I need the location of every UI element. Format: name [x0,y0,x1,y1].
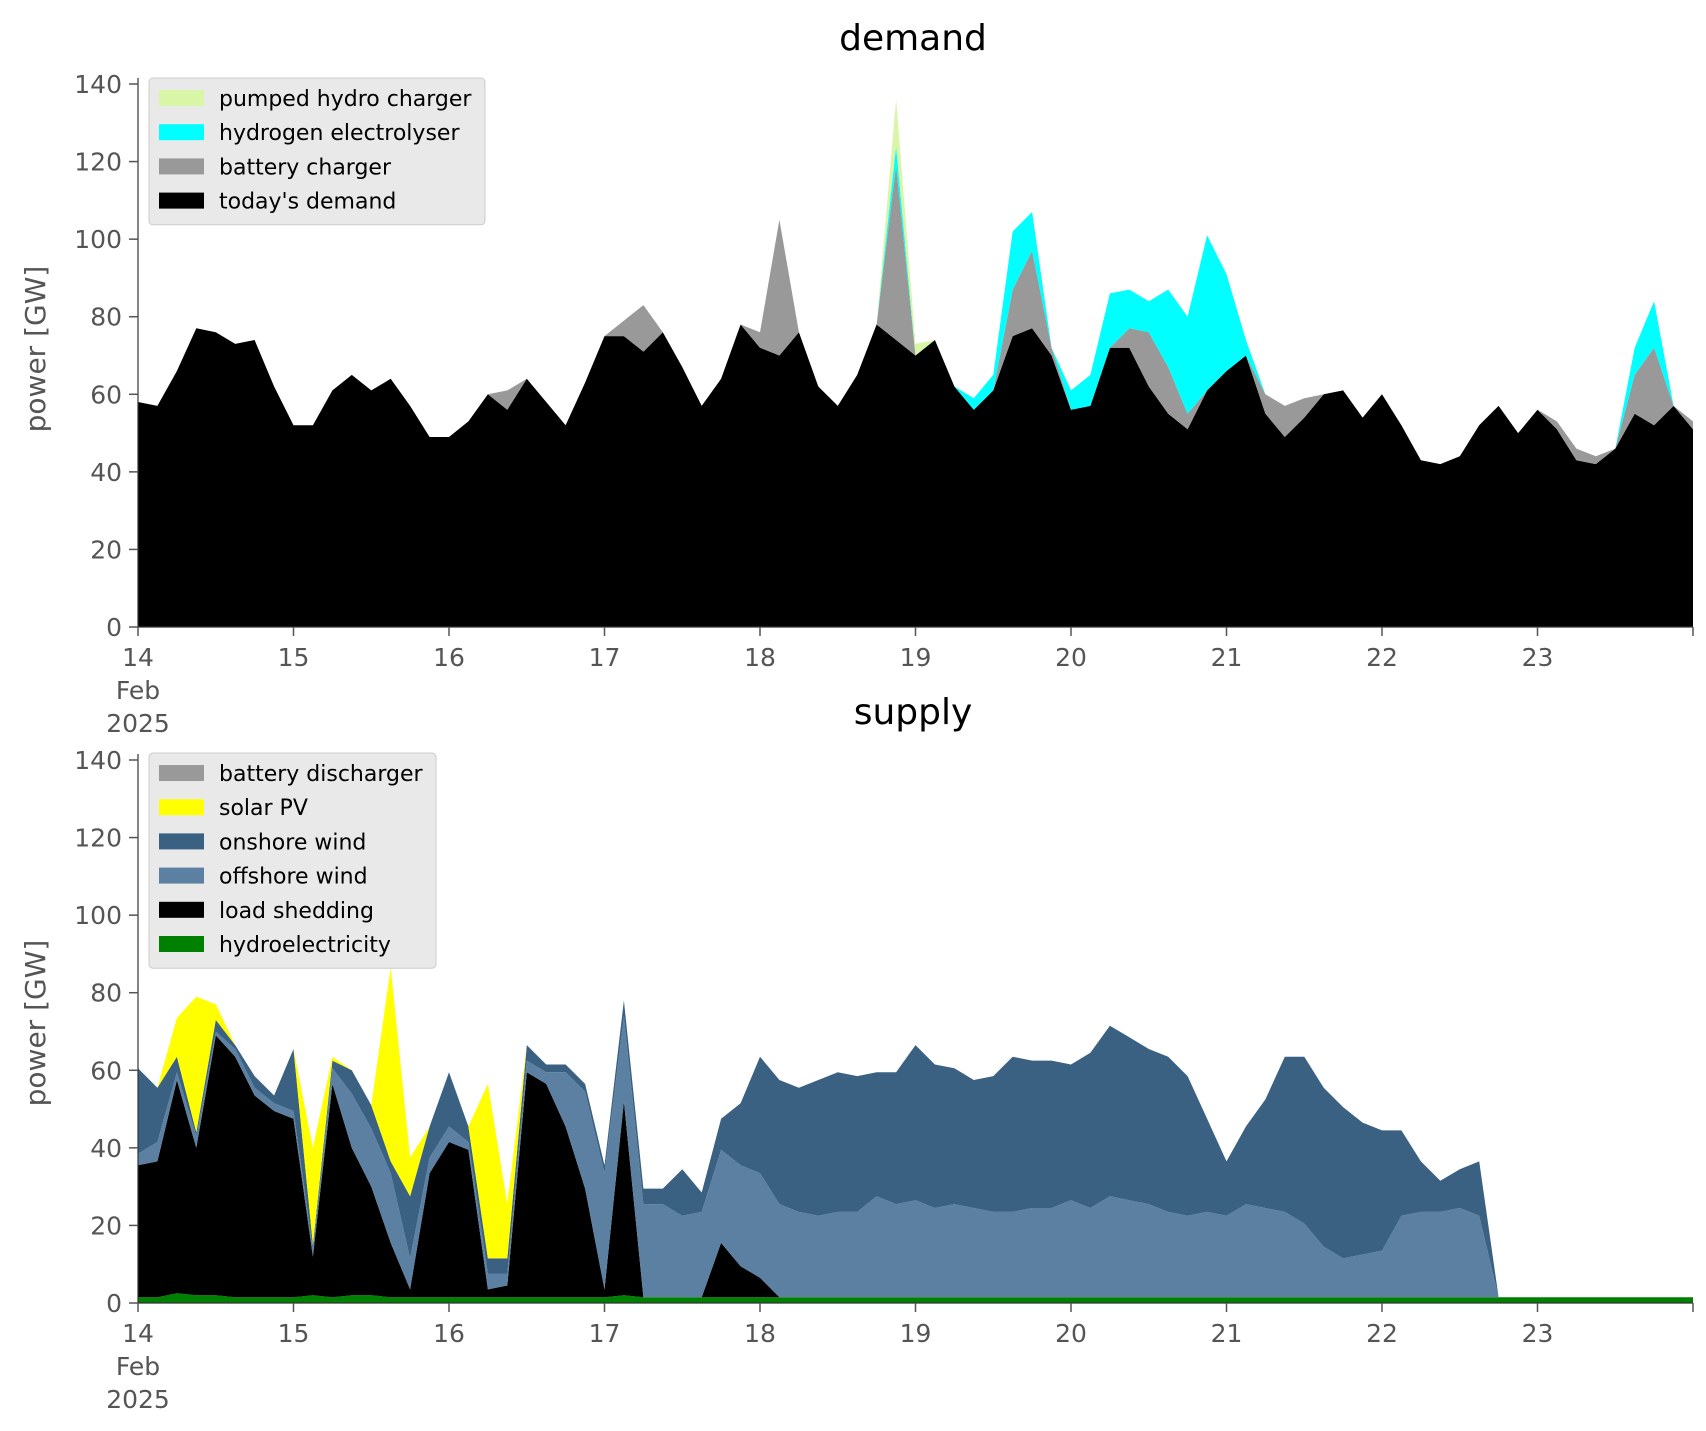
supply-y-tick-label: 40 [90,1134,122,1163]
demand-legend-swatch [159,90,204,106]
demand-legend-label: today's demand [219,190,396,215]
demand-legend-label: battery charger [219,155,392,180]
demand-y-tick-label: 100 [74,225,122,254]
demand-y-tick-label: 40 [90,458,122,487]
supply-legend-label: hydroelectricity [219,933,391,958]
supply-area-offshore-wind [138,1016,1693,1298]
supply-legend-swatch [159,867,204,884]
demand-legend-swatch [159,124,204,141]
supply-ylabel: power [GW] [19,940,52,1107]
demand-legend-label: hydrogen electrolyser [219,121,460,146]
demand-x-tick-label: 23 [1522,643,1554,672]
supply-legend-label: load shedding [219,899,374,924]
supply-legend: battery discharger solar PV onshore wind of… [148,752,437,969]
supply-area-hydroelectricity [138,1293,1693,1303]
demand-x-tick-label: 19 [900,643,932,672]
supply-axes: 0 20 40 60 80 100 120 140 14 Feb 2025 15 16 17 18 19 20 2… [74,746,1694,1414]
demand-y-tick-label: 120 [74,148,122,177]
supply-legend-swatch [159,901,204,918]
supply-y-tick-label: 60 [90,1056,122,1085]
demand-area-today-s-demand [138,324,1693,627]
demand-legend-box [148,77,486,226]
demand-y-tick-label: 140 [74,70,122,99]
supply-x-tick-label: 18 [744,1319,776,1348]
demand-axes: 0 20 40 60 80 100 120 140 14 Feb 2025 15 16 17 18 19 20 2… [74,70,1694,738]
demand-ylabel: power [GW] [19,266,52,433]
supply-legend-box [148,752,437,969]
supply-plot-area [138,967,1693,1303]
demand-x-tick-label: 14 Feb 2025 [106,643,170,738]
demand-y-tick-label: 60 [90,380,122,409]
supply-x-tick-label: 20 [1055,1319,1087,1348]
supply-panel: supply power [GW] 0 20 40 60 80 100 120 140 14 Fe… [19,692,1694,1414]
supply-legend-label: battery discharger [219,762,424,787]
demand-y-tick-label: 0 [106,613,122,642]
demand-plot-area [138,99,1693,627]
supply-x-tick-label: 15 [278,1319,310,1348]
supply-legend-label: offshore wind [219,865,368,890]
supply-legend-label: solar PV [219,796,308,821]
demand-legend-label: pumped hydro charger [219,87,472,112]
demand-legend: pumped hydro charger hydrogen electrolyse… [148,77,486,226]
supply-x-tick-label: 19 [900,1319,932,1348]
supply-y-tick-label: 100 [74,901,122,930]
demand-legend-swatch [159,192,204,209]
supply-x-tick-label: 23 [1522,1319,1554,1348]
demand-x-tick-label: 18 [744,643,776,672]
demand-x-tick-label: 21 [1211,643,1243,672]
supply-x-tick-label: 14 Feb 2025 [106,1319,170,1414]
demand-x-tick-label: 17 [589,643,621,672]
supply-legend-swatch [159,833,204,850]
supply-y-tick-label: 0 [106,1289,122,1318]
demand-x-tick-label: 22 [1366,643,1398,672]
demand-x-tick-label: 20 [1055,643,1087,672]
supply-area-onshore-wind [138,1000,1693,1298]
supply-x-tick-label: 22 [1366,1319,1398,1348]
supply-x-tick-label: 21 [1211,1319,1243,1348]
supply-legend-swatch [159,799,204,816]
demand-y-tick-label: 20 [90,535,122,564]
supply-area-load-shedding [138,1035,1693,1298]
supply-y-tick-label: 140 [74,746,122,775]
demand-x-tick-label: 16 [433,643,465,672]
supply-title: supply [854,692,973,733]
demand-panel: demand power [GW] 0 20 40 60 80 100 120 140 14 Fe… [19,18,1694,738]
demand-x-tick-label: 15 [278,643,310,672]
supply-legend-label: onshore wind [219,830,366,855]
supply-x-tick-label: 16 [433,1319,465,1348]
supply-y-tick-label: 20 [90,1211,122,1240]
supply-y-tick-label: 80 [90,979,122,1008]
supply-y-tick-label: 120 [74,824,122,853]
supply-x-tick-label: 17 [589,1319,621,1348]
supply-legend-swatch [159,765,204,781]
supply-legend-swatch [159,936,204,952]
demand-y-tick-label: 80 [90,303,122,332]
demand-title: demand [839,18,987,59]
demand-legend-swatch [159,158,204,175]
